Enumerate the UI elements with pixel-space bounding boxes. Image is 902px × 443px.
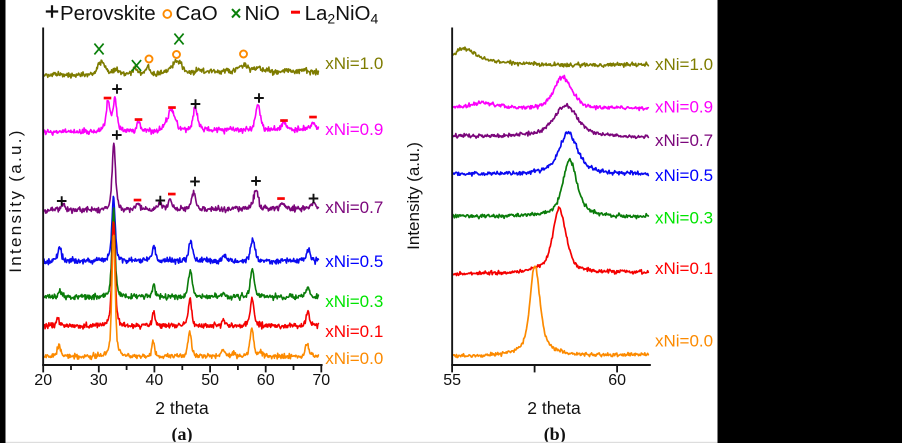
svg-text:xNi=0.9: xNi=0.9: [325, 120, 383, 139]
svg-text:(a): (a): [172, 424, 193, 443]
svg-text:60: 60: [608, 372, 626, 389]
svg-text:30: 30: [90, 372, 108, 389]
svg-text:xNi=0.3: xNi=0.3: [655, 209, 713, 228]
svg-text:xNi=0.3: xNi=0.3: [325, 292, 383, 311]
svg-text:Perovskite: Perovskite: [60, 2, 156, 25]
svg-text:xNi=0.1: xNi=0.1: [325, 322, 383, 341]
svg-text:50: 50: [201, 372, 219, 389]
svg-text:40: 40: [146, 372, 164, 389]
svg-text:xNi=1.0: xNi=1.0: [325, 54, 383, 73]
svg-text:xNi=1.0: xNi=1.0: [655, 55, 713, 74]
svg-text:xNi=0.5: xNi=0.5: [655, 166, 713, 185]
svg-text:2 theta: 2 theta: [155, 398, 209, 418]
svg-text:CaO: CaO: [176, 2, 218, 25]
svg-text:55: 55: [443, 372, 461, 389]
svg-text:La2NiO4: La2NiO4: [305, 2, 379, 27]
svg-text:NiO: NiO: [245, 2, 280, 25]
svg-text:20: 20: [34, 372, 52, 389]
svg-text:xNi=0.5: xNi=0.5: [325, 252, 383, 271]
svg-text:70: 70: [312, 372, 330, 389]
svg-text:xNi=0.0: xNi=0.0: [655, 332, 713, 351]
svg-text:xNi=0.7: xNi=0.7: [655, 131, 713, 150]
svg-text:xNi=0.1: xNi=0.1: [655, 259, 713, 278]
svg-text:xNi=0.9: xNi=0.9: [655, 98, 713, 117]
svg-text:2 theta: 2 theta: [527, 398, 581, 418]
svg-text:xNi=0.7: xNi=0.7: [325, 198, 383, 217]
svg-text:xNi=0.0: xNi=0.0: [325, 349, 383, 368]
svg-text:Intensity (a.u.): Intensity (a.u.): [6, 128, 25, 273]
svg-text:Intensity (a.u.): Intensity (a.u.): [404, 142, 423, 250]
svg-text:(b): (b): [544, 424, 566, 443]
svg-text:60: 60: [257, 372, 275, 389]
